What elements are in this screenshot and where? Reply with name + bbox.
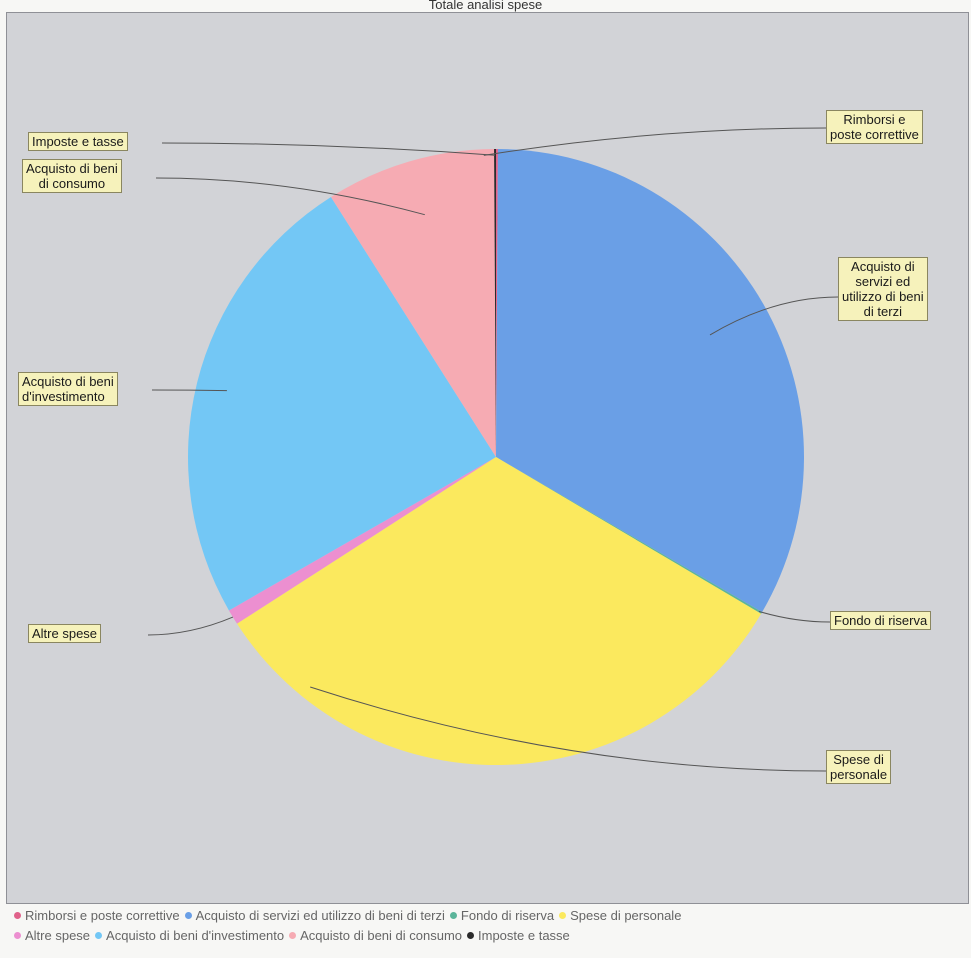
leader-line-spese-di-personale	[310, 686, 827, 772]
callout-line: servizi ed	[855, 274, 911, 289]
callout-line: utilizzo di beni	[842, 289, 924, 304]
legend-dot-icon	[289, 932, 297, 939]
callout-line: personale	[830, 767, 888, 782]
leader-line-imposte-e-tasse	[161, 142, 496, 156]
callout-fondo-di-riserva: Fondo di riserva	[830, 611, 932, 630]
callout-acquisto-di-servizi-ed-utilizzo-di-beni-di-terzi: Acquisto di servizi ed utilizzo di beni di …	[838, 257, 928, 321]
legend-dot-icon	[467, 932, 475, 939]
leader-line-acquisto-di-beni-di-consumo	[155, 177, 425, 216]
pie-slice-spese-di-personale[interactable]	[236, 457, 762, 766]
legend-label: Spese di personale	[570, 908, 682, 923]
callout-line: Rimborsi e	[843, 112, 906, 127]
legend-label: Imposte e tasse	[478, 928, 570, 943]
legend-label: Fondo di riserva	[460, 908, 555, 923]
callout-line: di consumo	[38, 176, 106, 191]
pie-slice-altre-spese[interactable]	[228, 457, 496, 624]
callout-acquisto-di-beni-d-investimento: Acquisto di beni d'investimento	[18, 372, 118, 406]
callout-line: poste correttive	[830, 127, 919, 142]
callout-line: Acquisto di beni	[26, 161, 118, 176]
legend-item-acquisto-di-beni-d-investimento[interactable]: Acquisto di beni d'investimento	[95, 928, 284, 943]
legend-label: Acquisto di beni d'investimento	[106, 928, 285, 943]
legend-label: Rimborsi e poste correttive	[25, 908, 180, 923]
leader-line-rimborsi-e-poste-correttive	[483, 127, 827, 156]
legend-row: Altre spese Acquisto di beni d'investimen…	[14, 926, 964, 946]
callout-line: Fondo di riserva	[834, 613, 928, 628]
leader-line-fondo-di-riserva	[758, 610, 831, 623]
pie-slice-fondo-di-riserva[interactable]	[496, 457, 763, 614]
callout-acquisto-di-beni-di-consumo: Acquisto di beni di consumo	[22, 159, 122, 193]
pie-slice-acquisto-di-beni-di-consumo[interactable]	[330, 149, 496, 457]
legend-item-acquisto-di-beni-di-consumo[interactable]: Acquisto di beni di consumo	[289, 928, 462, 943]
callout-line: Altre spese	[32, 626, 98, 641]
callout-altre-spese: Altre spese	[28, 624, 102, 643]
leader-line-acquisto-di-beni-d-investimento	[151, 389, 227, 392]
legend-item-fondo-di-riserva[interactable]: Fondo di riserva	[449, 908, 555, 923]
legend-item-acquisto-di-servizi-ed-utilizzo-di-beni-di-terzi[interactable]: Acquisto di servizi ed utilizzo di beni …	[184, 908, 445, 923]
legend-item-altre-spese[interactable]: Altre spese	[14, 928, 90, 943]
leader-line-acquisto-di-servizi-ed-utilizzo-di-beni-di-terzi	[709, 296, 839, 336]
callout-spese-di-personale: Spese di personale	[826, 750, 892, 784]
legend-item-spese-di-personale[interactable]: Spese di personale	[559, 908, 681, 923]
pie-slice-imposte-e-tasse[interactable]	[494, 149, 496, 457]
callout-line: d'investimento	[22, 389, 105, 404]
legend-label: Acquisto di servizi ed utilizzo di beni …	[195, 908, 445, 923]
callout-line: di terzi	[863, 304, 902, 319]
pie-slice-rimborsi-e-poste-correttive[interactable]	[496, 149, 498, 457]
chart-title: Totale analisi spese	[428, 0, 543, 12]
legend: Rimborsi e poste correttive Acquisto di s…	[14, 906, 964, 946]
legend-label: Altre spese	[25, 928, 91, 943]
legend-row: Rimborsi e poste correttive Acquisto di s…	[14, 906, 964, 926]
leader-line-altre-spese	[147, 616, 234, 636]
legend-dot-icon	[14, 912, 21, 919]
legend-dot-icon	[559, 912, 567, 919]
legend-item-imposte-e-tasse[interactable]: Imposte e tasse	[467, 928, 570, 943]
pie-slice-acquisto-di-beni-d-investimento[interactable]	[188, 196, 496, 611]
legend-item-rimborsi-e-poste-correttive[interactable]: Rimborsi e poste correttive	[14, 908, 180, 923]
callout-line: Imposte e tasse	[32, 134, 124, 149]
callout-line: Acquisto di	[851, 259, 915, 274]
legend-dot-icon	[14, 932, 21, 939]
callout-rimborsi-e-poste-correttive: Rimborsi e poste correttive	[826, 110, 923, 144]
pie-slice-acquisto-di-servizi-ed-utilizzo-di-beni-di-terzi[interactable]	[496, 149, 805, 613]
callout-imposte-e-tasse: Imposte e tasse	[28, 132, 128, 151]
callout-line: Acquisto di beni	[22, 374, 114, 389]
legend-label: Acquisto di beni di consumo	[300, 928, 463, 943]
legend-dot-icon	[184, 912, 192, 919]
legend-dot-icon	[95, 932, 103, 939]
callout-line: Spese di	[833, 752, 884, 767]
legend-dot-icon	[449, 912, 457, 919]
